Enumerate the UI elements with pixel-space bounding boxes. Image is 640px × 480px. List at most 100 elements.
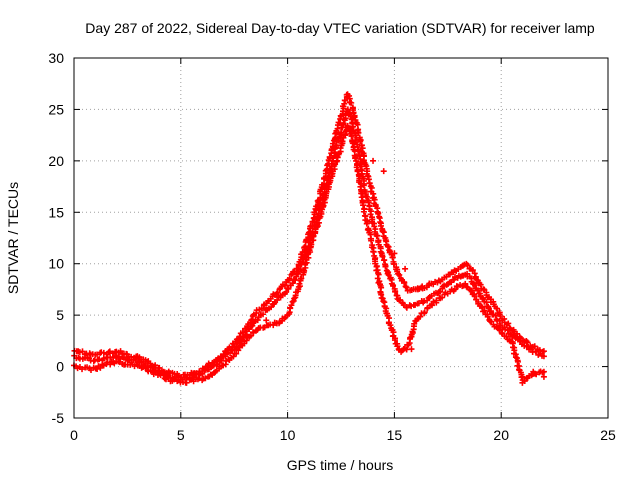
data-point [380, 168, 387, 175]
data-point [540, 373, 547, 380]
data-point [342, 97, 349, 104]
data-point [524, 339, 531, 346]
data-point [254, 317, 261, 324]
y-tick-label: 20 [48, 153, 64, 169]
data-point [357, 138, 364, 145]
data-point [360, 202, 367, 209]
data-point [417, 313, 424, 320]
data-point [360, 208, 367, 215]
data-point [353, 157, 360, 164]
ticks: 0 5 10 15 20 25 -5 0 5 10 15 20 25 30 [48, 50, 616, 443]
data-point [289, 280, 296, 287]
data-point [540, 368, 547, 375]
data-point [329, 140, 336, 147]
data-point [291, 295, 298, 302]
y-tick-label: 5 [56, 307, 64, 323]
data-point [358, 142, 365, 149]
data-point [348, 127, 355, 133]
data-point [287, 305, 294, 312]
data-point [421, 309, 428, 316]
data-point [403, 284, 410, 291]
data-point [471, 281, 478, 288]
data-point [402, 265, 409, 272]
data-point [414, 286, 421, 293]
y-tick-label: 25 [48, 101, 64, 117]
data-point [481, 307, 488, 314]
data-point [160, 372, 167, 379]
data-point [301, 244, 308, 251]
data-point [419, 283, 426, 290]
y-axis-label: SDTVAR / TECUs [5, 182, 21, 294]
data-point [273, 320, 280, 327]
data-point [530, 368, 537, 375]
data-point [298, 275, 305, 282]
data-point [171, 376, 178, 383]
data-point [402, 283, 409, 290]
data-point [362, 192, 369, 199]
data-point [282, 282, 289, 289]
data-point [296, 280, 303, 287]
data-point [540, 348, 547, 355]
data-point [289, 298, 296, 305]
x-tick-label: 25 [600, 427, 616, 443]
data-point [477, 281, 484, 288]
data-point [236, 333, 243, 340]
data-point [370, 248, 377, 255]
y-tick-label: 0 [56, 359, 64, 375]
data-point [152, 362, 159, 369]
plot-frame [73, 57, 609, 419]
data-point [411, 320, 418, 327]
data-point [309, 219, 316, 226]
data-point [307, 222, 314, 229]
data-point [380, 257, 387, 264]
data-point [117, 348, 124, 355]
data-point [263, 317, 270, 324]
y-tick-label: -5 [52, 410, 65, 426]
data-point [285, 285, 292, 292]
x-tick-label: 15 [387, 427, 403, 443]
data-point [351, 114, 358, 121]
data-point [505, 320, 512, 327]
data-point [391, 261, 398, 268]
data-point [248, 317, 255, 324]
data-point [408, 346, 415, 353]
data-point [488, 308, 495, 315]
data-point [540, 353, 547, 360]
data-point [388, 251, 395, 258]
data-point [433, 297, 440, 304]
data-point [464, 262, 471, 269]
data-point [286, 275, 293, 282]
data-point [471, 292, 478, 299]
data-point [512, 354, 519, 361]
data-point [382, 263, 389, 270]
data-point [288, 302, 295, 309]
data-point [496, 326, 503, 333]
y-tick-label: 15 [48, 204, 64, 220]
data-point [260, 311, 267, 318]
data-point [377, 222, 384, 229]
data-point [368, 237, 375, 244]
data-point [105, 349, 112, 356]
data-point [355, 129, 362, 136]
data-point [332, 130, 339, 137]
data-point [484, 313, 491, 320]
data-point [128, 353, 135, 360]
data-point [401, 279, 408, 286]
data-point [375, 271, 382, 278]
data-point [97, 364, 104, 371]
data-point [360, 182, 367, 189]
data-point [439, 294, 446, 301]
data-point [519, 373, 526, 380]
data-point [471, 270, 478, 277]
data-point [363, 220, 370, 227]
data-point [494, 305, 501, 312]
data-point [79, 366, 86, 373]
data-point [283, 289, 290, 296]
data-point [379, 253, 386, 260]
y-tick-label: 10 [48, 256, 64, 272]
data-point [387, 322, 394, 329]
data-point [196, 368, 203, 375]
data-point [292, 277, 299, 284]
x-tick-label: 0 [70, 427, 78, 443]
